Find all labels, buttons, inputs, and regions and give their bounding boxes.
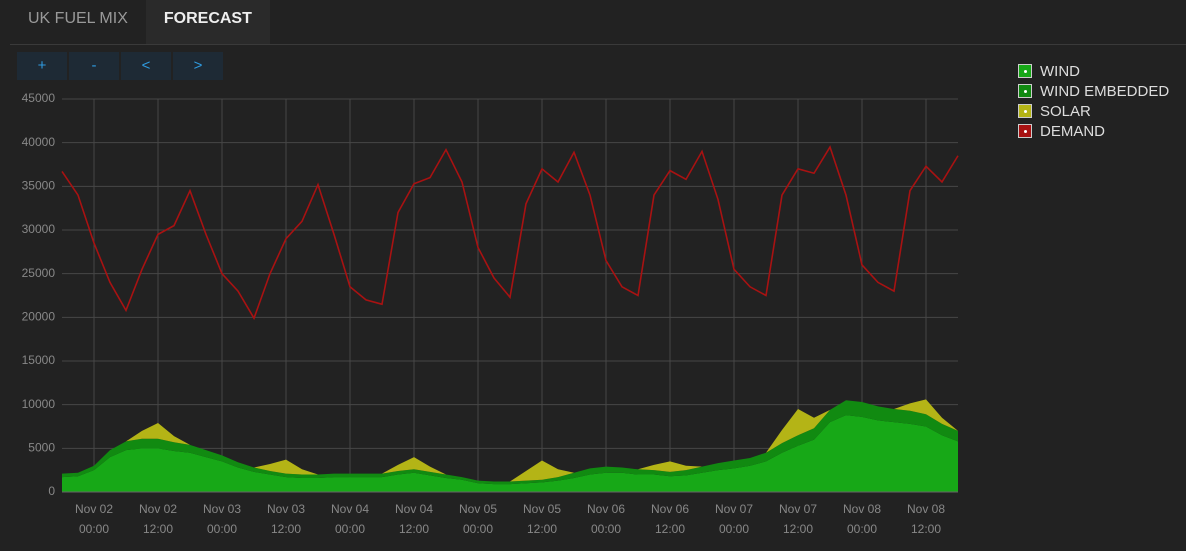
forward-button[interactable]: >: [173, 52, 223, 80]
x-tick-label: Nov 05 12:00: [522, 502, 562, 536]
y-tick-label: 25000: [22, 266, 56, 280]
legend-item[interactable]: DEMAND: [1018, 121, 1169, 141]
x-tick-label: Nov 02 00:00: [74, 502, 114, 536]
x-tick-label: Nov 07 12:00: [778, 502, 818, 536]
x-tick-label: Nov 06 12:00: [650, 502, 690, 536]
legend-item[interactable]: SOLAR: [1018, 101, 1169, 121]
legend-label: SOLAR: [1040, 102, 1091, 120]
x-tick-label: Nov 03 12:00: [266, 502, 306, 536]
legend: WIND WIND EMBEDDED SOLAR DEMAND: [1018, 61, 1169, 141]
tab[interactable]: UK FUEL MIX: [28, 10, 128, 27]
line: [61, 145, 959, 321]
area: [62, 399, 958, 482]
y-tick-label: 15000: [22, 353, 56, 367]
zoom-out-button[interactable]: -: [69, 52, 119, 80]
y-tick-label: 0: [48, 484, 55, 498]
y-tick-label: 5000: [28, 441, 55, 455]
y-tick-label: 10000: [22, 397, 56, 411]
x-tick-label: Nov 04 12:00: [394, 502, 434, 536]
x-tick-label: Nov 08 00:00: [842, 502, 882, 536]
legend-item[interactable]: WIND EMBEDDED: [1018, 81, 1169, 101]
x-tick-label: Nov 04 00:00: [330, 502, 370, 536]
legend-label: WIND: [1040, 62, 1080, 80]
zoom-in-button[interactable]: +: [17, 52, 67, 80]
legend-label: WIND EMBEDDED: [1040, 82, 1170, 100]
back-button[interactable]: <: [121, 52, 171, 80]
toolbar: + - < >: [17, 52, 225, 80]
tab-bar: UK FUEL MIX FORECAST: [10, 0, 270, 44]
y-tick-label: 30000: [22, 222, 56, 236]
y-tick-label: 45000: [22, 91, 56, 105]
legend-item[interactable]: WIND: [1018, 61, 1169, 81]
legend-label: DEMAND: [1040, 122, 1106, 140]
x-tick-label: Nov 03 00:00: [202, 502, 242, 536]
x-tick-label: Nov 08 12:00: [906, 502, 946, 536]
area: [62, 400, 958, 485]
legend-swatch: [1018, 64, 1032, 78]
x-tick-label: Nov 06 00:00: [586, 502, 626, 536]
area: [62, 415, 958, 492]
divider: [10, 44, 1186, 45]
tab-active[interactable]: FORECAST: [145, 0, 270, 44]
x-tick-label: Nov 07 00:00: [714, 502, 754, 536]
legend-swatch: [1018, 104, 1032, 118]
y-tick-label: 40000: [22, 135, 56, 149]
legend-swatch: [1018, 124, 1032, 138]
y-tick-label: 20000: [22, 310, 56, 324]
legend-swatch: [1018, 84, 1032, 98]
x-tick-label: Nov 05 00:00: [458, 502, 498, 536]
x-tick-label: Nov 02 12:00: [138, 502, 178, 536]
y-tick-label: 35000: [22, 179, 56, 193]
